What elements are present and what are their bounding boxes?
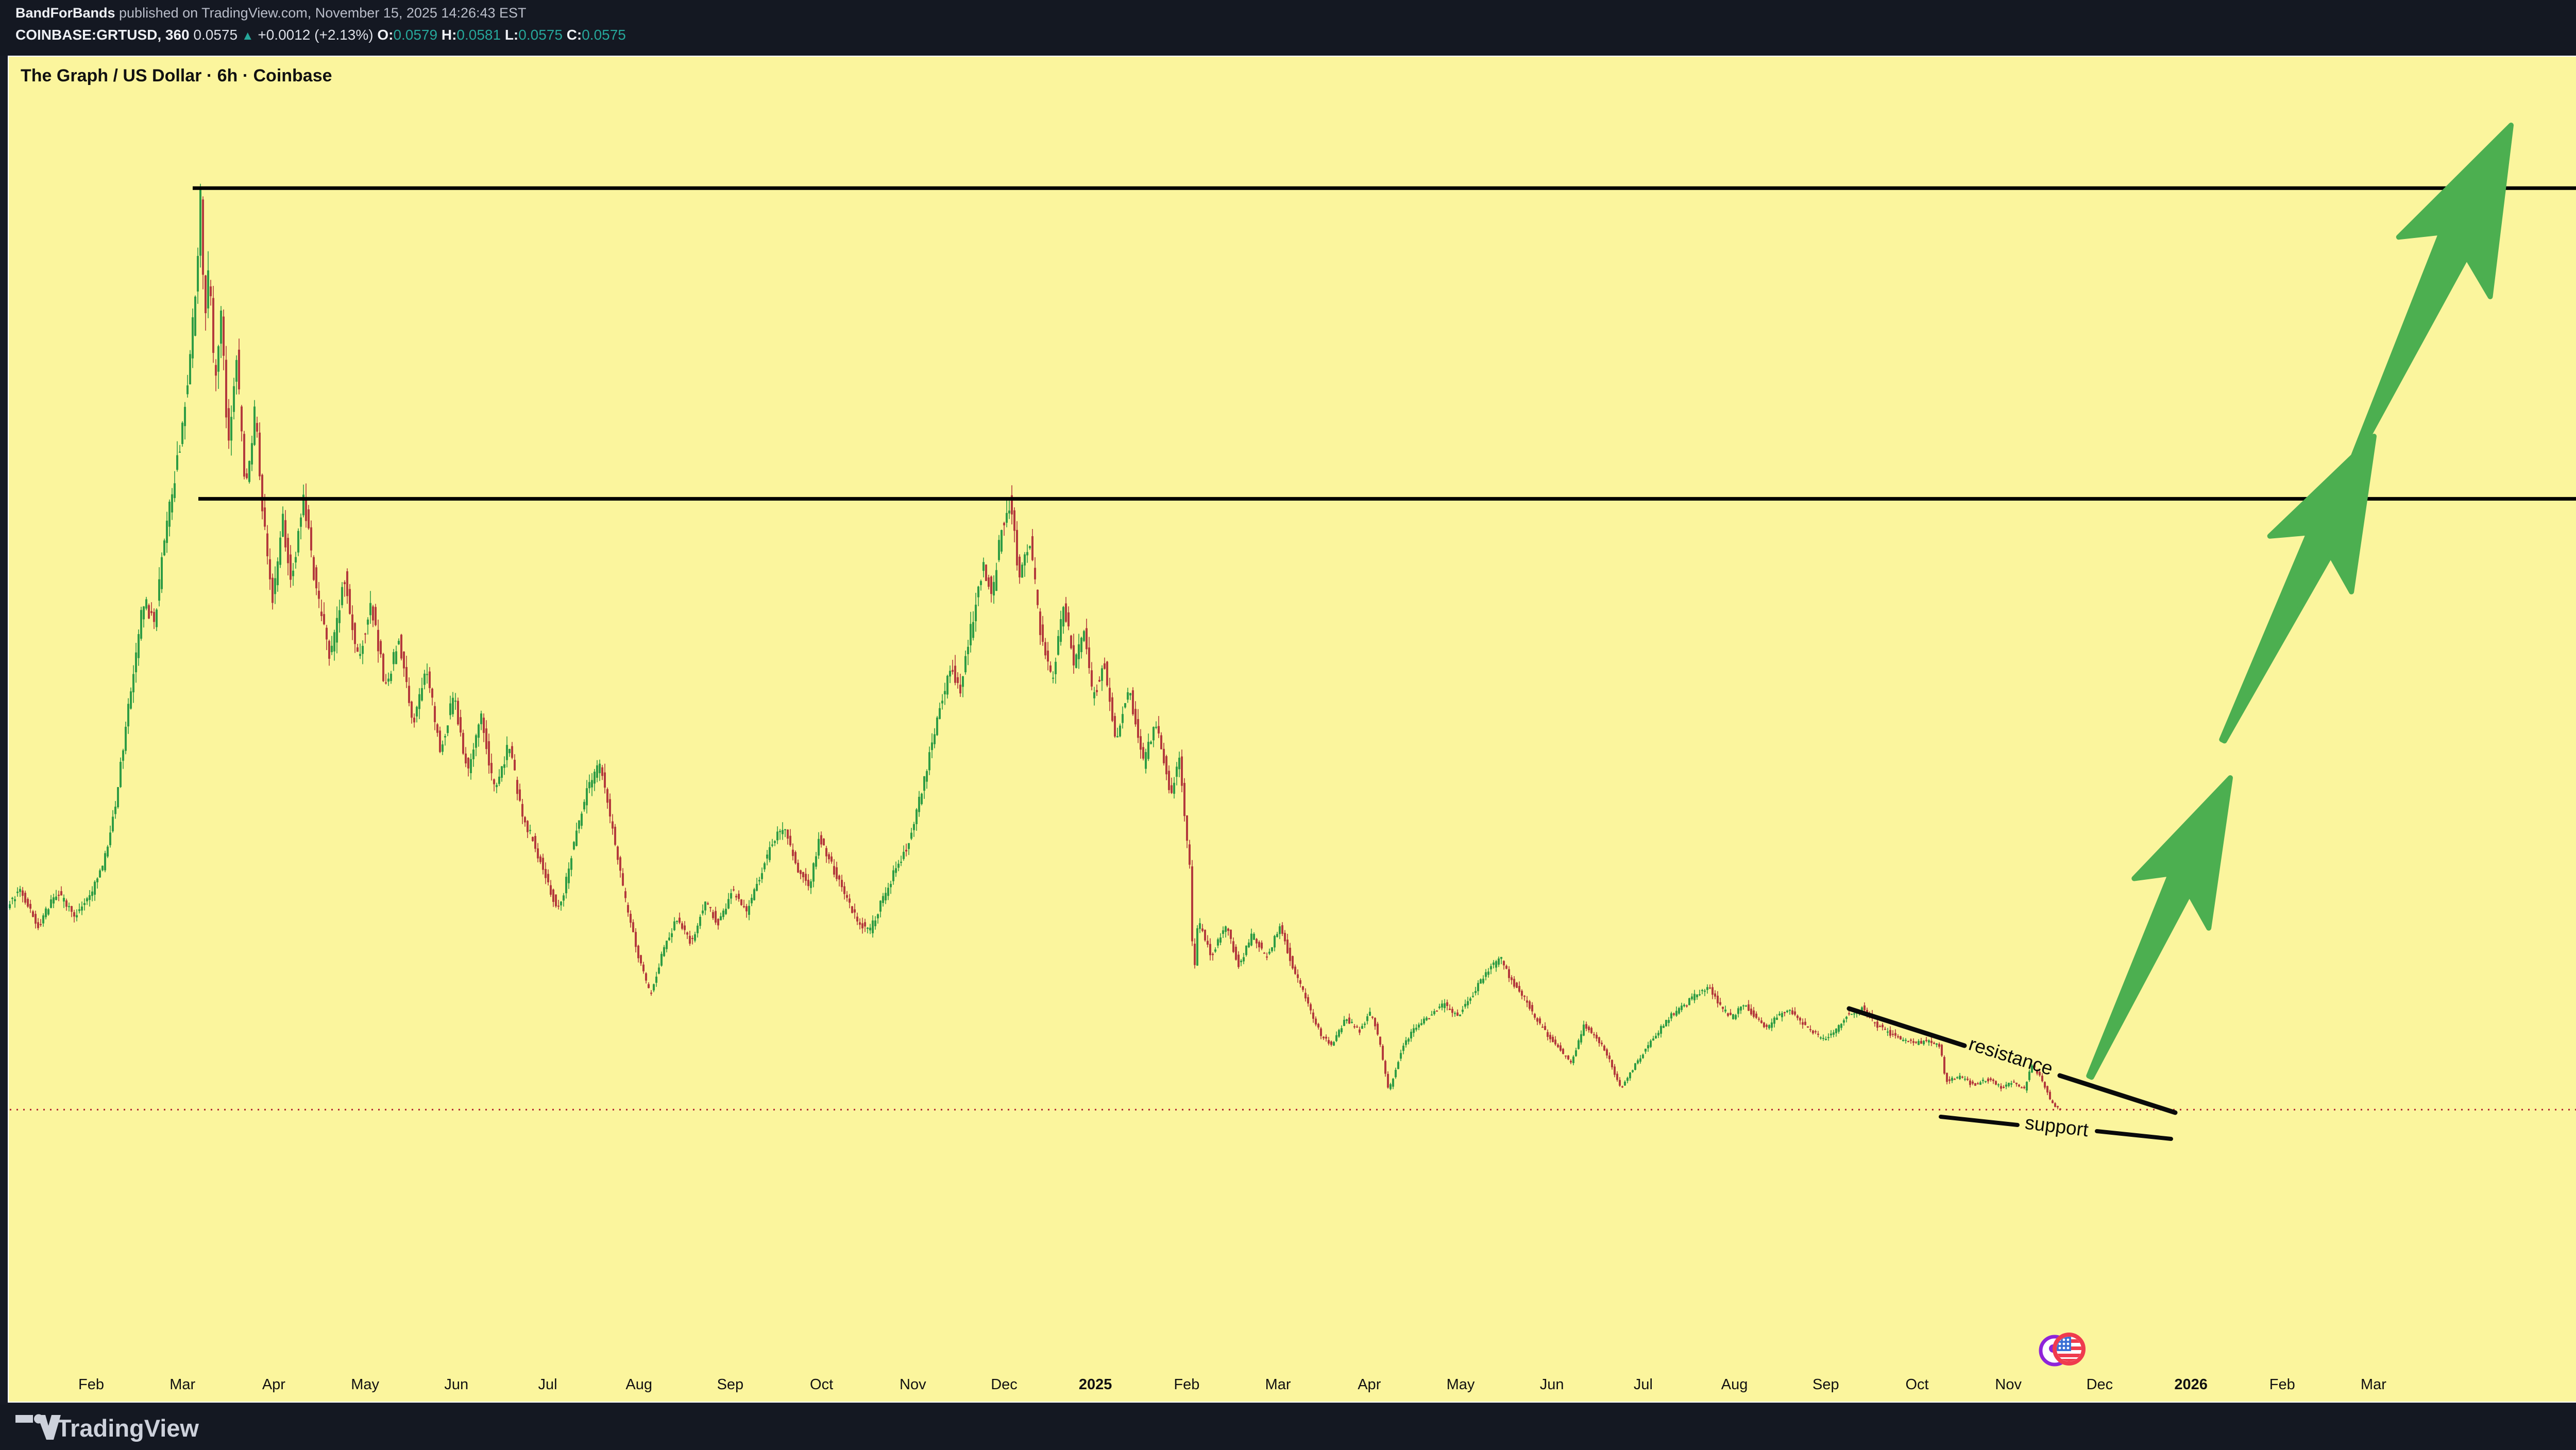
low-label: L:: [504, 27, 519, 43]
month-tick-label: Feb: [78, 1376, 104, 1393]
month-tick-label: May: [1446, 1376, 1475, 1393]
month-tick-label: 2025: [1078, 1376, 1112, 1393]
month-tick-label: Aug: [1721, 1376, 1748, 1393]
up-triangle-icon: ▲: [241, 29, 254, 43]
high-label: H:: [441, 27, 457, 43]
support-trendline-seg1[interactable]: [1939, 1115, 2020, 1127]
resistance-trendline-seg2[interactable]: [2057, 1073, 2178, 1115]
high-value: 0.0581: [456, 27, 501, 43]
green-up-arrow[interactable]: [2086, 775, 2233, 1080]
month-tick-label: Feb: [1174, 1376, 1200, 1393]
chart-panel: [8, 56, 2576, 1403]
month-tick-label: May: [351, 1376, 379, 1393]
month-tick-label: 2026: [2174, 1376, 2208, 1393]
month-tick-label: Mar: [2361, 1376, 2386, 1393]
publish-info: BandForBands published on TradingView.co…: [15, 5, 527, 21]
author-name: BandForBands: [15, 5, 115, 21]
symbol-ohlc-row: COINBASE:GRTUSD, 360 0.0575 ▲ +0.0012 (+…: [15, 27, 626, 43]
open-value: 0.0579: [393, 27, 438, 43]
footer-bar: TradingView: [0, 1405, 2576, 1450]
attribution-banner: BandForBands published on TradingView.co…: [0, 0, 2576, 56]
close-value: 0.0575: [582, 27, 626, 43]
month-tick-label: Mar: [1265, 1376, 1291, 1393]
green-up-arrow[interactable]: [2219, 434, 2377, 744]
month-tick-label: Sep: [1812, 1376, 1839, 1393]
pair-logo: [2039, 1333, 2086, 1367]
month-tick-label: Oct: [810, 1376, 834, 1393]
month-tick-label: Nov: [1995, 1376, 2022, 1393]
month-tick-label: Jun: [444, 1376, 469, 1393]
month-tick-label: Jul: [538, 1376, 557, 1393]
green-up-arrow[interactable]: [2348, 123, 2514, 466]
tradingview-wordmark[interactable]: TradingView: [57, 1414, 199, 1442]
month-tick-label: Sep: [717, 1376, 744, 1393]
resistance-trendline-seg1[interactable]: [1846, 1006, 1967, 1048]
month-tick-label: Apr: [1358, 1376, 1381, 1393]
month-tick-label: Oct: [1905, 1376, 1929, 1393]
usd-flag-icon: [2053, 1333, 2086, 1366]
month-tick-label: Dec: [991, 1376, 1018, 1393]
month-tick-label: Nov: [900, 1376, 926, 1393]
month-tick-label: Jul: [1633, 1376, 1653, 1393]
month-tick-label: Aug: [625, 1376, 652, 1393]
month-tick-label: Dec: [2086, 1376, 2113, 1393]
month-tick-label: Apr: [262, 1376, 285, 1393]
close-label: C:: [566, 27, 582, 43]
symbol-interval: COINBASE:GRTUSD, 360: [15, 27, 190, 43]
publish-text: published on TradingView.com, November 1…: [115, 5, 527, 21]
low-value: 0.0575: [518, 27, 563, 43]
price-change: +0.0012 (+2.13%): [258, 27, 374, 43]
chart-title: The Graph / US Dollar · 6h · Coinbase: [21, 66, 332, 86]
candlestick-series: [9, 183, 2061, 1110]
month-tick-label: Mar: [170, 1376, 196, 1393]
tradingview-logo-icon[interactable]: [15, 1412, 62, 1443]
month-tick-label: Jun: [1539, 1376, 1564, 1393]
last-price: 0.0575: [193, 27, 238, 43]
open-label: O:: [377, 27, 394, 43]
support-trendline-seg2[interactable]: [2095, 1129, 2173, 1141]
month-tick-label: Feb: [2269, 1376, 2295, 1393]
